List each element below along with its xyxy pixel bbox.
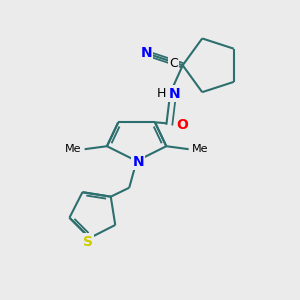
Text: H: H bbox=[156, 87, 166, 100]
Text: Me: Me bbox=[192, 144, 209, 154]
Text: O: O bbox=[176, 118, 188, 132]
Text: S: S bbox=[83, 235, 93, 248]
Text: Me: Me bbox=[64, 144, 81, 154]
Text: N: N bbox=[169, 86, 181, 100]
Text: C: C bbox=[169, 57, 178, 70]
Text: N: N bbox=[132, 154, 144, 169]
Text: N: N bbox=[140, 46, 152, 60]
